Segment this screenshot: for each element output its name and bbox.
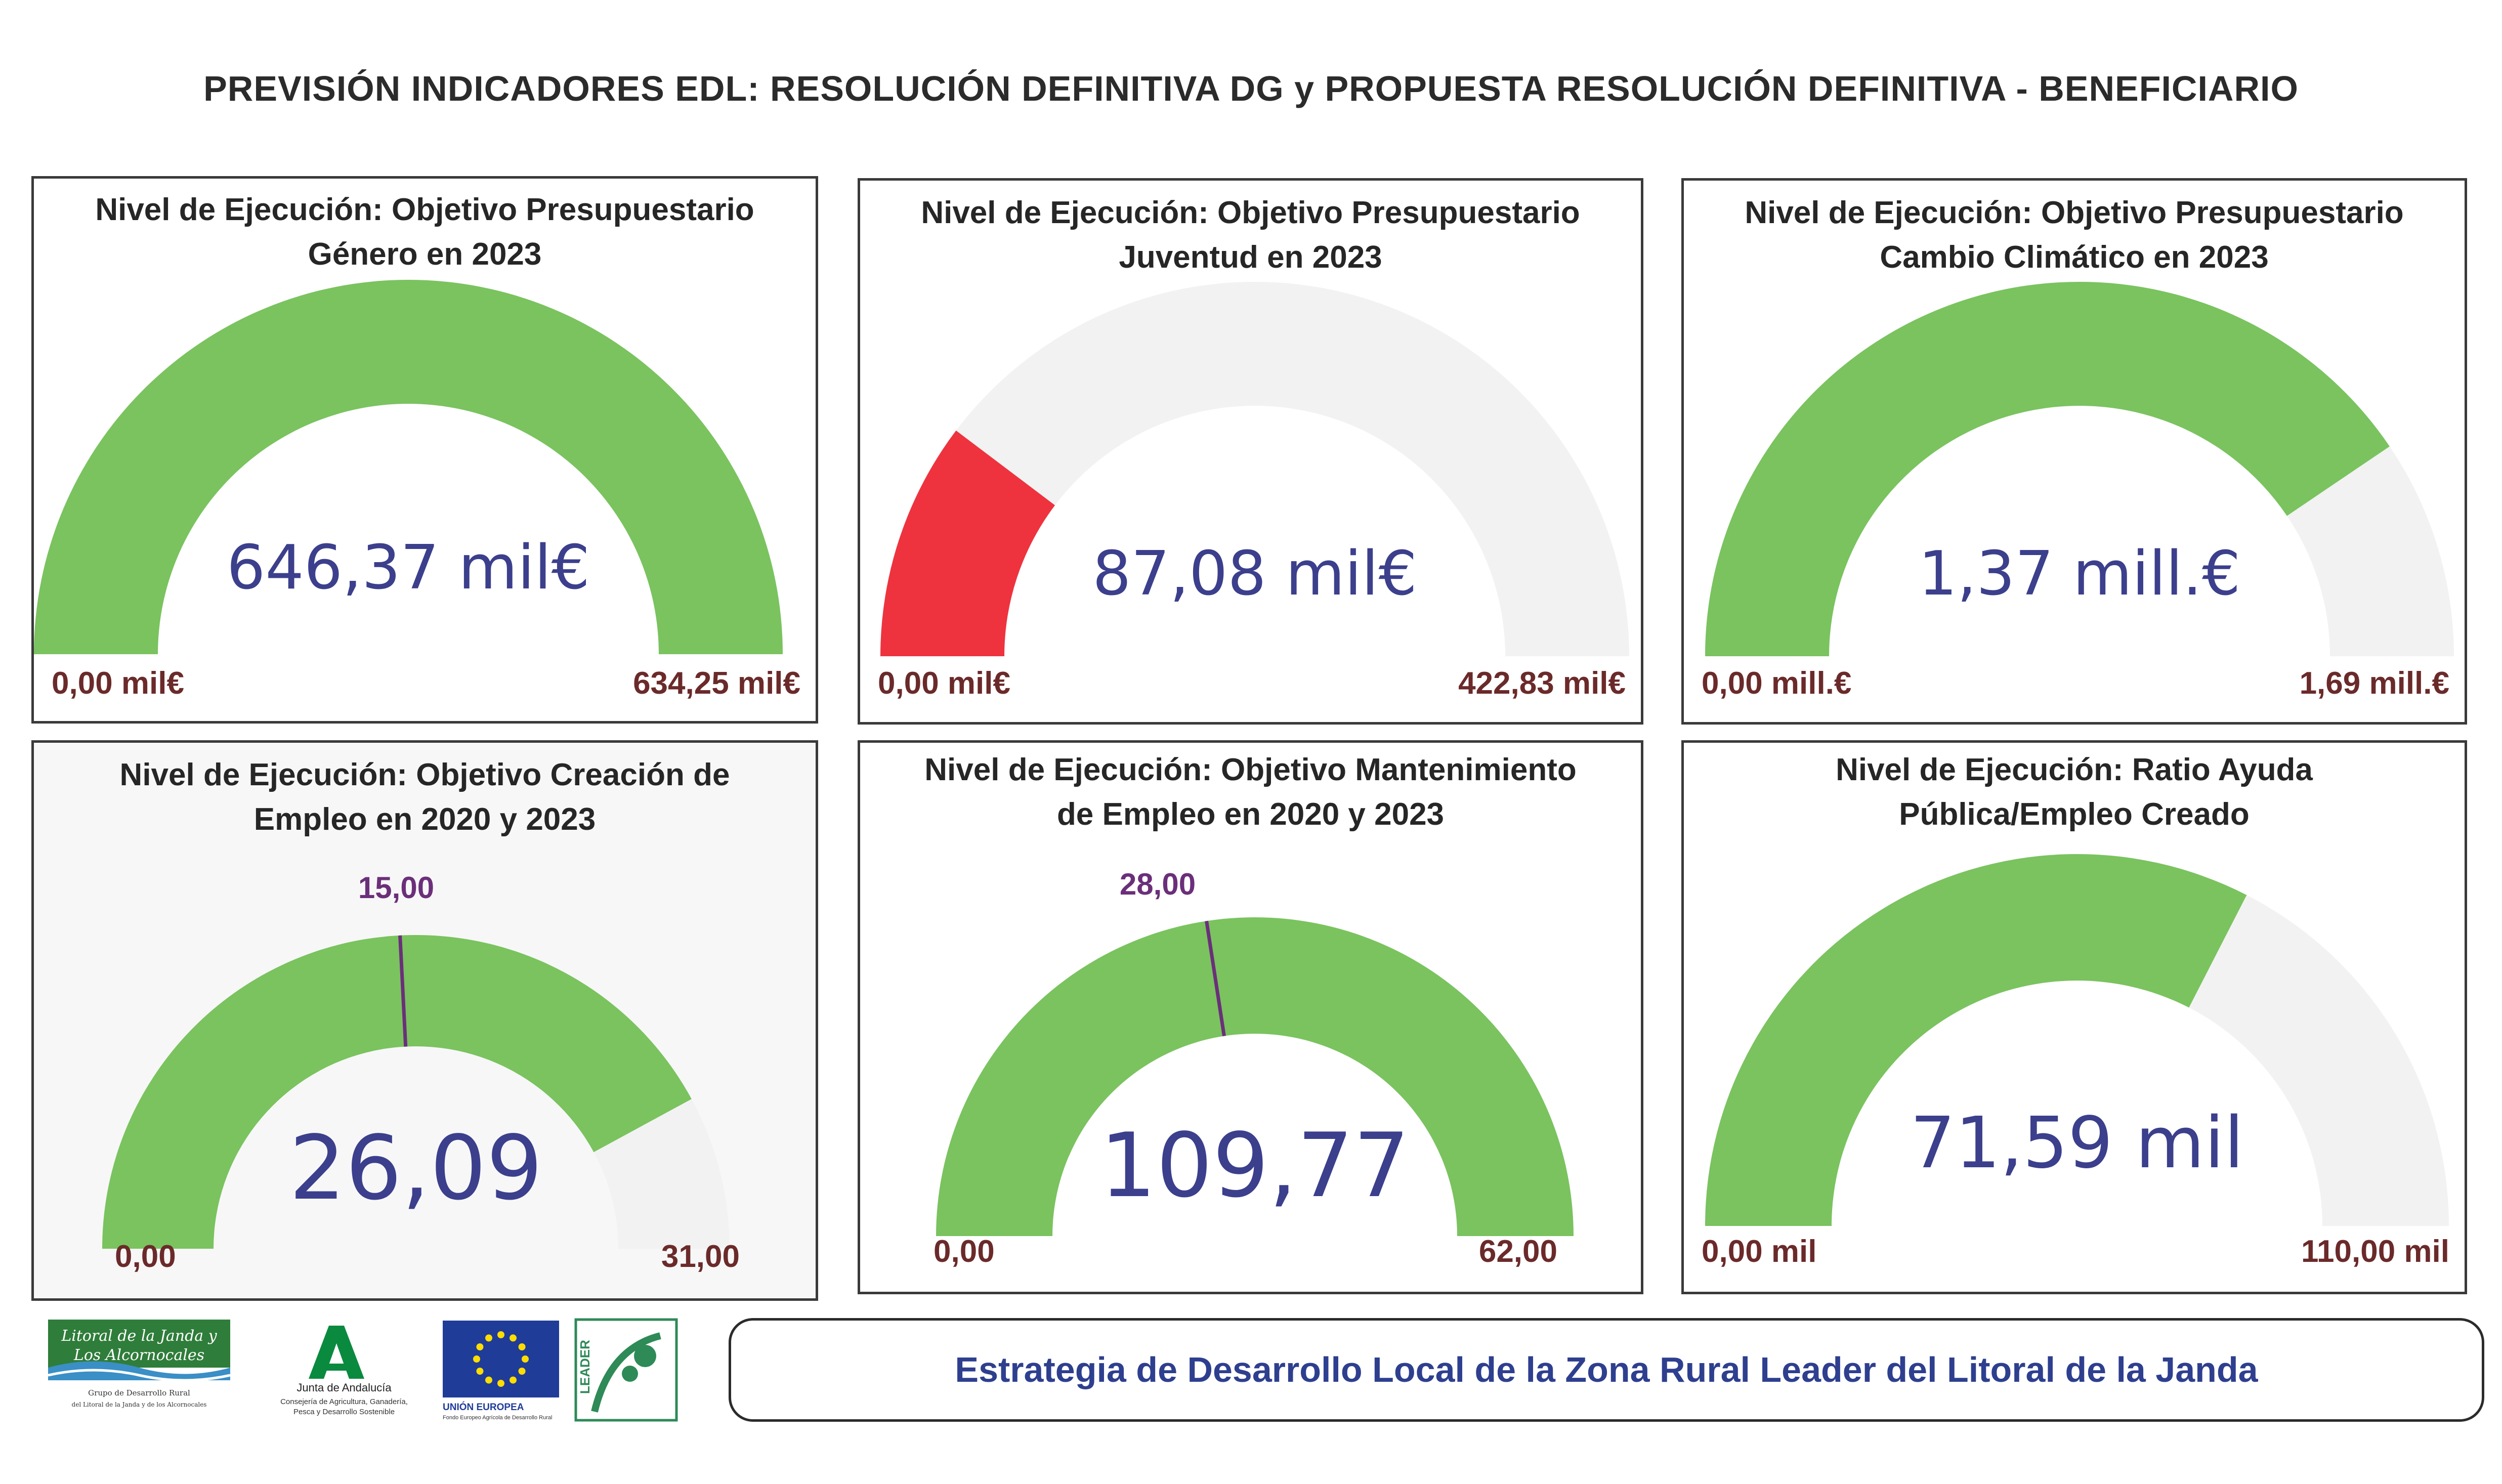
gauge-min-label: 0,00 [115,1239,176,1274]
eu-star-icon [522,1355,529,1363]
leader-leaf-icon [591,1332,661,1413]
gauge-max-label: 62,00 [1478,1234,1557,1269]
litoral-logo-sub-2: del Litoral de la Janda y de los Alcorno… [72,1401,207,1408]
gauge-fill [936,917,1574,1236]
junta-logo-name: Junta de Andalucía [296,1381,392,1394]
gauge-min-label: 0,00 mil€ [878,666,1010,701]
gauge-fill [1705,281,2390,656]
gauge-title-line-1: Nivel de Ejecución: Objetivo Presupuesta… [1745,195,2404,230]
gauge-chart [1705,854,2449,1226]
gauge-max-label: 31,00 [661,1239,740,1274]
gauge-title-line-1: Nivel de Ejecución: Objetivo Mantenimien… [924,752,1577,787]
gauge-title-line-1: Nivel de Ejecución: Ratio Ayuda [1836,752,2313,787]
gauge-title-line-2: Juventud en 2023 [1119,240,1382,275]
footer-banner: Estrategia de Desarrollo Local de la Zon… [729,1318,2484,1422]
gauge-chart [936,917,1574,1236]
eu-flag-logo-graphic: UNIÓN EUROPEA Fondo Europeo Agrícola de … [443,1321,559,1421]
gauge-title: Nivel de Ejecución: Objetivo Creación de… [34,753,816,842]
eu-star-icon [476,1343,484,1350]
gauge-title-line-2: Empleo en 2020 y 2023 [253,802,596,837]
gauge-title: Nivel de Ejecución: Objetivo Presupuesta… [1684,191,2465,280]
gauge-target-label: 28,00 [1119,867,1196,901]
gauge-fill [34,280,783,654]
gauge-min-label: 0,00 mil [1702,1234,1817,1269]
gauge-title-line-2: Género en 2023 [308,237,542,272]
gauge-track [880,282,1629,656]
gauge-title-line-2: Cambio Climático en 2023 [1880,240,2269,275]
eu-star-icon [485,1376,492,1384]
eu-star-icon [473,1355,480,1363]
gauge-min-label: 0,00 mill.€ [1702,666,1852,701]
gauge-fill [880,430,1055,656]
gauge-title-line-2: Pública/Empleo Creado [1899,797,2250,832]
leader-logo-name: LEADER [577,1340,592,1394]
gauge-title: Nivel de Ejecución: Objetivo Presupuesta… [860,191,1641,280]
eu-star-icon [510,1334,517,1342]
eu-logo-name: UNIÓN EUROPEA [443,1402,524,1413]
litoral-janda-logo: Litoral de la Janda y Los Alcornocales G… [48,1320,240,1416]
eu-stars [473,1331,529,1387]
gauge-value-label: 71,59 mil [1910,1102,2244,1184]
gauge-fill [102,935,692,1249]
gauge-card-cambio-climatico: Nivel de Ejecución: Objetivo Presupuesta… [1681,178,2467,725]
junta-logo-sub-1: Consejería de Agricultura, Ganadería, [280,1397,408,1406]
eu-star-icon [497,1331,504,1338]
eu-star-icon [510,1376,517,1384]
litoral-janda-logo-graphic: Litoral de la Janda y Los Alcornocales G… [48,1320,231,1408]
gauge-chart [1705,281,2454,656]
gauge-min-label: 0,00 [934,1234,995,1269]
junta-logo-sub-2: Pesca y Desarrollo Sostenible [293,1408,395,1416]
eu-star-icon [497,1380,504,1387]
leader-logo-graphic: LEADER [574,1318,678,1422]
gauge-card-genero: Nivel de Ejecución: Objetivo Presupuesta… [31,176,818,724]
gauge-fill [1705,854,2247,1226]
gauge-title-line-2: de Empleo en 2020 y 2023 [1056,797,1445,832]
gauge-value-label: 26,09 [289,1117,543,1220]
gauge-title: Nivel de Ejecución: Objetivo Presupuesta… [34,188,816,277]
gauge-chart [34,280,783,654]
gauge-max-label: 422,83 mil€ [1458,666,1626,701]
footer-text: Estrategia de Desarrollo Local de la Zon… [955,1350,2258,1389]
litoral-logo-line-1: Litoral de la Janda y [61,1327,217,1345]
junta-andalucia-logo: Junta de Andalucía Consejería de Agricul… [261,1316,428,1422]
leader-logo: LEADER [574,1318,678,1422]
litoral-logo-line-2: Los Alcornocales [73,1346,204,1364]
gauge-target-line [1205,920,1226,1037]
gauge-card-creacion-empleo: Nivel de Ejecución: Objetivo Creación de… [31,740,818,1301]
gauge-chart [102,935,730,1249]
gauge-value-label: 109,77 [1099,1115,1410,1217]
page-title: PREVISIÓN INDICADORES EDL: RESOLUCIÓN DE… [203,69,2299,108]
gauge-title-line-1: Nivel de Ejecución: Objetivo Presupuesta… [95,192,754,227]
gauge-card-juventud: Nivel de Ejecución: Objetivo Presupuesta… [858,178,1643,725]
gauge-title: Nivel de Ejecución: Ratio Ayuda Pública/… [1684,748,2465,837]
gauge-max-label: 1,69 mill.€ [2299,666,2449,701]
eu-star-icon [476,1368,484,1375]
gauge-target-line [398,935,408,1047]
eu-flag-logo: UNIÓN EUROPEA Fondo Europeo Agrícola de … [440,1318,562,1422]
gauge-min-label: 0,00 mil€ [52,666,184,701]
eu-star-icon [485,1334,492,1342]
eu-star-icon [518,1368,526,1375]
gauge-title: Nivel de Ejecución: Objetivo Mantenimien… [860,748,1641,837]
eu-logo-sub: Fondo Europeo Agrícola de Desarrollo Rur… [443,1415,552,1421]
gauge-card-mantenimiento-empleo: Nivel de Ejecución: Objetivo Mantenimien… [858,740,1643,1294]
gauge-value-label: 1,37 mill.€ [1918,539,2241,609]
gauge-value-label: 87,08 mil€ [1092,539,1417,609]
junta-andalucia-logo-graphic: Junta de Andalucía Consejería de Agricul… [280,1326,408,1416]
gauge-card-ratio-ayuda: Nivel de Ejecución: Ratio Ayuda Pública/… [1681,740,2467,1294]
litoral-logo-sub-1: Grupo de Desarrollo Rural [88,1388,190,1397]
eu-star-icon [518,1343,526,1350]
gauge-target-label: 15,00 [358,871,435,905]
gauge-chart [880,282,1629,656]
gauge-title-line-1: Nivel de Ejecución: Objetivo Presupuesta… [921,195,1580,230]
gauge-value-label: 646,37 mil€ [227,533,590,603]
gauge-max-label: 110,00 mil [2301,1234,2449,1269]
gauge-max-label: 634,25 mil€ [633,666,800,701]
gauge-title-line-1: Nivel de Ejecución: Objetivo Creación de [119,757,730,792]
